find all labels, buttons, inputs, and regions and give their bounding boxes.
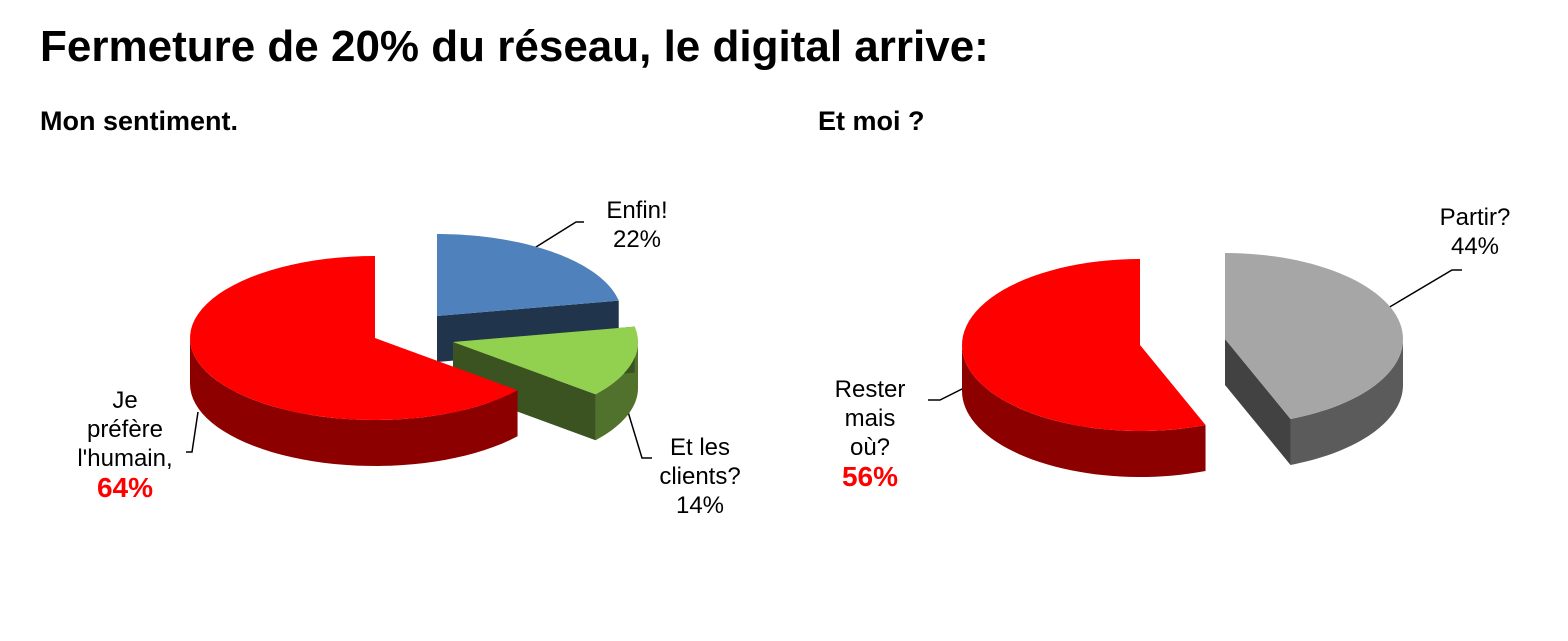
slice-name: Et les clients?: [659, 434, 741, 490]
data-label: Je préfère l'humain, 64%: [73, 386, 178, 502]
leader-line: [186, 411, 199, 453]
leader-line: [928, 385, 969, 401]
slice-value: 44%: [1450, 233, 1500, 260]
data-label: Et les clients? 14%: [645, 433, 755, 520]
pie-slice: [190, 256, 518, 420]
pie-slice: [962, 259, 1206, 431]
page-title: Fermeture de 20% du réseau, le digital a…: [40, 22, 989, 71]
chart-title: Mon sentiment.: [40, 106, 239, 136]
slice-value: 22%: [612, 226, 662, 253]
slice-value: 64%: [96, 472, 154, 503]
slice-name: Rester mais où?: [834, 376, 906, 461]
chart-title: Et moi ?: [818, 106, 925, 136]
pie-side: [190, 338, 518, 466]
leader-line: [1387, 269, 1462, 309]
slice-name: Partir?: [1439, 204, 1511, 231]
pie-side: [1290, 339, 1403, 465]
data-label: Enfin! 22%: [567, 196, 707, 254]
pie-slice: [437, 234, 619, 316]
pie-side: [1225, 339, 1291, 465]
data-label: Partir? 44%: [1425, 203, 1525, 261]
pie-slice: [453, 326, 638, 395]
pie-side: [962, 345, 1206, 477]
slice-value: 56%: [841, 461, 899, 492]
pie-slice: [1225, 253, 1403, 419]
slice-name: Je préfère l'humain,: [77, 387, 173, 472]
data-label: Rester mais où? 56%: [825, 375, 915, 491]
pie-side: [595, 342, 638, 441]
slice-name: Enfin!: [606, 197, 668, 224]
pie-side: [453, 342, 596, 441]
slice-value: 14%: [675, 492, 725, 519]
leader-line: [621, 391, 652, 459]
